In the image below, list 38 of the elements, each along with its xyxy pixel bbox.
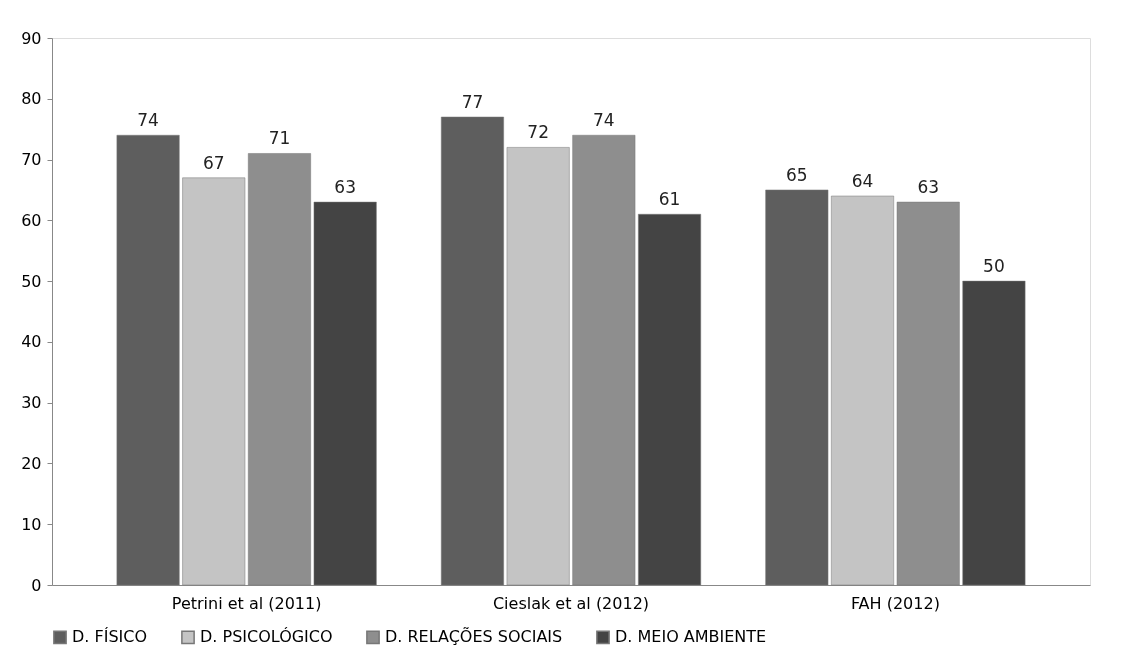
y-tick-label: 70 <box>21 150 42 170</box>
bar <box>831 195 894 586</box>
bar <box>182 177 246 586</box>
y-tick-label: 80 <box>21 89 42 109</box>
x-tick-label: Cieslak et al (2012) <box>492 593 650 613</box>
bar <box>638 214 701 586</box>
y-tick-label: 10 <box>21 514 42 534</box>
data-label: 64 <box>851 171 874 192</box>
data-label: 71 <box>268 128 291 149</box>
y-tick-label: 50 <box>21 271 42 291</box>
bar <box>116 134 180 586</box>
legend-label: D. MEIO AMBIENTE <box>615 627 767 647</box>
bar <box>962 280 1026 586</box>
bar <box>313 201 377 586</box>
data-label: 72 <box>527 122 549 143</box>
data-label: 63 <box>334 177 356 198</box>
data-label: 65 <box>786 164 808 185</box>
y-tick-label: 40 <box>21 332 42 352</box>
y-tick-label: 0 <box>31 575 42 595</box>
data-label: 74 <box>593 110 615 131</box>
y-tick-label: 90 <box>21 28 42 48</box>
legend-label: D. RELAÇÕES SOCIAIS <box>385 627 563 647</box>
data-label: 61 <box>658 189 681 210</box>
data-label: 77 <box>461 92 484 113</box>
y-tick-label: 20 <box>21 453 42 473</box>
x-tick-label: FAH (2012) <box>850 593 940 613</box>
legend-label: D. PSICOLÓGICO <box>200 627 333 647</box>
legend-label: D. FÍSICO <box>72 627 148 647</box>
data-label: 63 <box>917 177 940 198</box>
y-tick-label: 60 <box>21 210 42 230</box>
bar <box>506 147 570 586</box>
y-tick-label: 30 <box>21 393 42 413</box>
data-label: 50 <box>983 256 1005 277</box>
data-label: 67 <box>202 152 225 173</box>
bar <box>765 189 829 586</box>
bar <box>441 116 504 586</box>
x-tick-label: Petrini et al (2011) <box>171 593 322 613</box>
data-label: 74 <box>137 110 159 131</box>
